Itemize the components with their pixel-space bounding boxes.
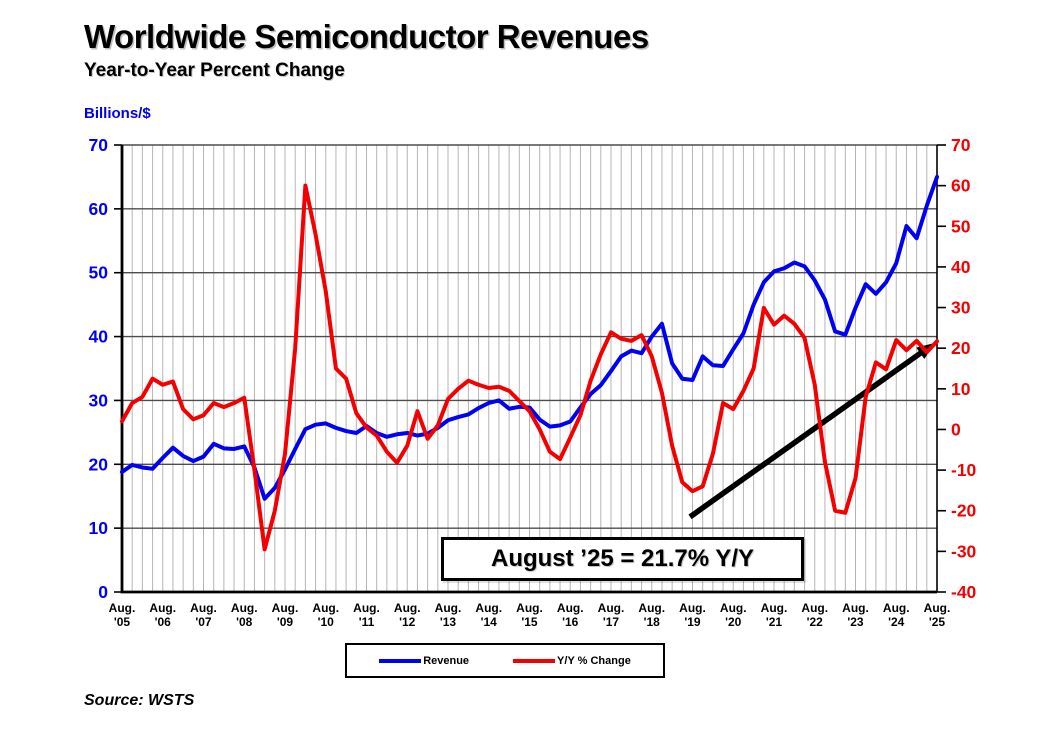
x-axis-tick-year: '09 bbox=[277, 615, 294, 629]
revenue-line-swatch bbox=[379, 658, 422, 663]
left-axis-tick-labels: 0 10 20 30 40 50 60 70 bbox=[89, 135, 109, 602]
x-axis-tick-year: '10 bbox=[318, 615, 335, 629]
x-axis-tick-year: '17 bbox=[603, 615, 620, 629]
x-axis-tick-month: Aug. bbox=[475, 601, 502, 615]
x-axis-tick-year: '13 bbox=[440, 615, 457, 629]
x-axis-tick-year: '25 bbox=[929, 615, 946, 629]
axis-spines bbox=[114, 144, 946, 594]
right-axis-tick-label: 0 bbox=[951, 419, 961, 439]
x-axis-tick-month: Aug. bbox=[435, 601, 462, 615]
legend-label-yy-change: Y/Y % Change bbox=[557, 654, 631, 667]
left-axis-tick-label: 50 bbox=[89, 263, 109, 283]
source-note: Source: WSTS bbox=[84, 692, 195, 709]
x-axis-tick-month: Aug. bbox=[312, 601, 339, 615]
right-axis-tick-label: 60 bbox=[951, 176, 971, 196]
x-axis-tick-year: '22 bbox=[807, 615, 824, 629]
right-axis-tick-labels: -40 -30 -20 -10 0 10 20 30 40 50 60 70 bbox=[951, 135, 977, 602]
x-axis-tick-year: '20 bbox=[725, 615, 742, 629]
right-axis-tick-label: 30 bbox=[951, 298, 971, 318]
x-axis-tick-year: '19 bbox=[684, 615, 701, 629]
left-axis-tick-label: 10 bbox=[89, 518, 109, 538]
x-axis-tick-month: Aug. bbox=[557, 601, 584, 615]
x-axis-tick-month: Aug. bbox=[883, 601, 910, 615]
x-axis-tick-year: '23 bbox=[847, 615, 864, 629]
x-axis-tick-year: '08 bbox=[236, 615, 253, 629]
right-axis-tick-label: 20 bbox=[951, 338, 971, 358]
legend-item-revenue: Revenue bbox=[379, 655, 469, 667]
x-axis-tick-year: '21 bbox=[766, 615, 783, 629]
right-axis-tick-label: 10 bbox=[951, 379, 971, 399]
right-axis-tick-label: -10 bbox=[951, 460, 977, 480]
left-axis-tick-label: 20 bbox=[89, 454, 109, 474]
left-axis-tick-label: 0 bbox=[98, 582, 108, 602]
x-axis-tick-month: Aug. bbox=[353, 601, 380, 615]
x-axis-tick-month: Aug. bbox=[761, 601, 788, 615]
x-axis-tick-month: Aug. bbox=[679, 601, 706, 615]
legend-label-revenue: Revenue bbox=[423, 654, 470, 667]
annotation-box: August ’25 = 21.7% Y/Y bbox=[441, 537, 804, 581]
chart-title: Worldwide Semiconductor Revenues bbox=[84, 18, 649, 55]
x-axis-tick-year: '24 bbox=[888, 615, 905, 629]
x-axis-tick-month: Aug. bbox=[231, 601, 258, 615]
right-axis-tick-label: 70 bbox=[951, 135, 971, 155]
x-axis-tick-year: '15 bbox=[521, 615, 538, 629]
legend-item-yy-change: Y/Y % Change bbox=[513, 655, 631, 667]
x-axis-tick-month: Aug. bbox=[516, 601, 543, 615]
x-axis-tick-year: '14 bbox=[481, 615, 498, 629]
horizontal-gridlines bbox=[122, 144, 937, 593]
x-axis-tick-year: '07 bbox=[195, 615, 212, 629]
left-axis-tick-label: 60 bbox=[89, 199, 109, 219]
x-axis-tick-year: '05 bbox=[114, 615, 131, 629]
chart-subtitle: Year-to-Year Percent Change bbox=[84, 60, 345, 81]
left-axis-tick-label: 70 bbox=[89, 135, 109, 155]
x-axis-tick-year: '11 bbox=[359, 615, 375, 629]
right-axis-tick-label: -20 bbox=[951, 501, 977, 521]
left-axis-tick-label: 30 bbox=[89, 390, 109, 410]
x-axis-tick-month: Aug. bbox=[272, 601, 299, 615]
x-axis-tick-month: Aug. bbox=[842, 601, 869, 615]
x-axis-tick-year: '16 bbox=[562, 615, 579, 629]
x-axis-tick-year: '12 bbox=[399, 615, 416, 629]
x-axis-tick-year: '18 bbox=[644, 615, 661, 629]
x-axis-tick-month: Aug. bbox=[720, 601, 747, 615]
annotation-text: August ’25 = 21.7% Y/Y bbox=[490, 545, 754, 572]
right-axis-tick-label: 40 bbox=[951, 257, 971, 277]
x-axis-tick-month: Aug. bbox=[801, 601, 828, 615]
right-axis-tick-label: -30 bbox=[951, 541, 977, 561]
x-axis-tick-month: Aug. bbox=[109, 601, 136, 615]
x-axis-tick-month: Aug. bbox=[598, 601, 625, 615]
right-axis-tick-label: 50 bbox=[951, 216, 971, 236]
left-axis-tick-label: 40 bbox=[89, 327, 109, 347]
revenue-line bbox=[120, 174, 939, 501]
x-axis-tick-labels: Aug.'05Aug.'06Aug.'07Aug.'08Aug.'09Aug.'… bbox=[109, 601, 951, 629]
x-axis-tick-year: '06 bbox=[155, 615, 172, 629]
x-axis-tick-month: Aug. bbox=[149, 601, 176, 615]
yy-change-line-swatch bbox=[513, 658, 556, 663]
legend: Revenue Y/Y % Change bbox=[345, 643, 665, 678]
vertical-gridlines bbox=[131, 145, 938, 592]
yy-percent-change-line bbox=[120, 183, 939, 552]
x-axis-tick-month: Aug. bbox=[394, 601, 421, 615]
left-axis-unit-label: Billions/$ bbox=[84, 105, 151, 122]
x-axis-tick-month: Aug. bbox=[924, 601, 951, 615]
x-axis-tick-month: Aug. bbox=[190, 601, 217, 615]
right-axis-tick-label: -40 bbox=[951, 582, 977, 602]
x-axis-tick-month: Aug. bbox=[638, 601, 665, 615]
